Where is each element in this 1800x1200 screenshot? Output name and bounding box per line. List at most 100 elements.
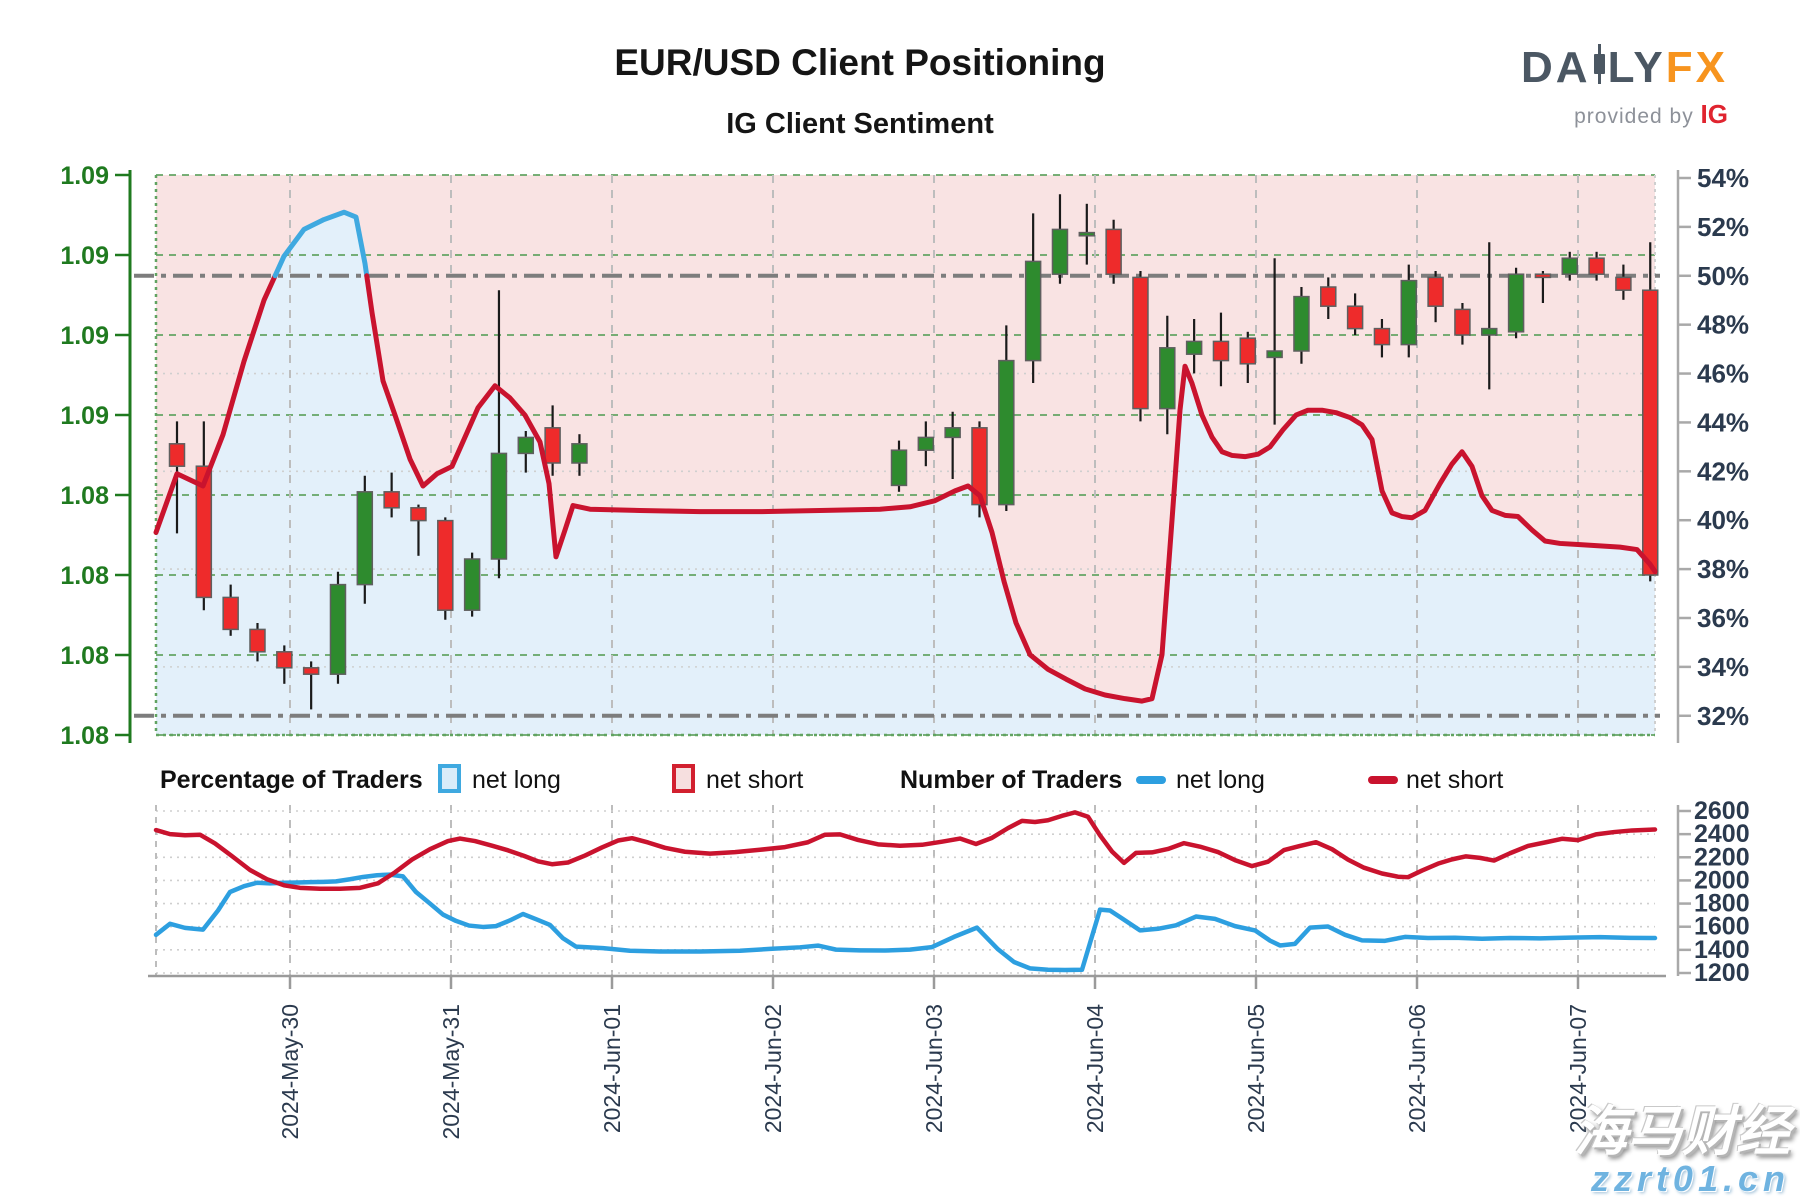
legend-net-short-count: net short	[1406, 766, 1504, 794]
price-axis-label: 1.08	[60, 642, 109, 670]
candlestick-icon	[1593, 44, 1606, 92]
logo-text-fx: FX	[1665, 43, 1728, 92]
candlestick-up	[571, 443, 588, 464]
watermark-url: zzrt01.cn	[1590, 1158, 1790, 1200]
x-axis-date-label: 2024-May-30	[277, 1004, 303, 1140]
candlestick-down	[1427, 276, 1444, 307]
candlestick-up	[517, 436, 535, 455]
percent-axis-label: 54%	[1697, 163, 1749, 193]
dailyfx-logo: DA LYFX provided by IG	[1521, 44, 1728, 127]
net-short-box-swatch	[672, 764, 695, 793]
x-axis-date-label: 2024-Jun-06	[1404, 1004, 1430, 1133]
candlestick-up	[944, 427, 961, 439]
net-short-line-swatch	[1368, 776, 1398, 784]
candlestick-up	[998, 359, 1015, 506]
percent-axis-label: 38%	[1697, 554, 1749, 584]
count-axis-label: 2400	[1694, 820, 1750, 848]
percent-axis-label: 46%	[1697, 359, 1749, 389]
candlestick-down	[1105, 228, 1122, 275]
watermark-chinese: 海马财经	[1574, 1101, 1790, 1162]
count-axis-label: 1600	[1694, 913, 1750, 941]
candlestick-up	[463, 558, 481, 611]
candlestick-down	[1454, 308, 1471, 336]
candlestick-down	[1615, 276, 1632, 291]
price-axis-label: 1.09	[60, 402, 109, 430]
candlestick-down	[437, 519, 454, 611]
count-axis-label: 1400	[1694, 936, 1750, 964]
percent-axis-label: 40%	[1697, 505, 1749, 535]
candlestick-down	[249, 628, 266, 653]
logo-provided-by: provided by IG	[1521, 101, 1728, 127]
sentiment-line-segment	[153, 273, 278, 535]
percent-axis-label: 32%	[1697, 701, 1749, 731]
legend-net-long-pct: net long	[472, 766, 561, 794]
count-axis-label: 2000	[1694, 866, 1750, 894]
candlestick-down	[302, 667, 320, 675]
percent-axis-label: 44%	[1697, 407, 1749, 437]
candlestick-up	[1507, 273, 1525, 333]
count-axis-label: 1200	[1694, 959, 1750, 987]
candlestick-up	[1051, 228, 1069, 275]
count-axis-label: 2600	[1694, 797, 1750, 825]
x-axis-date-label: 2024-Jun-05	[1243, 1004, 1269, 1133]
candlestick-up	[1078, 231, 1096, 237]
logo-text-ly: LY	[1607, 43, 1666, 92]
chart-subtitle: IG Client Sentiment	[726, 108, 994, 140]
candlestick-down	[168, 443, 186, 467]
candlestick-down	[1239, 337, 1257, 365]
net-short-count-line	[153, 810, 1658, 892]
x-axis-date-label: 2024-Jun-07	[1565, 1004, 1591, 1133]
x-axis-date-label: 2024-Jun-04	[1082, 1004, 1108, 1133]
candlestick-down	[1132, 276, 1149, 410]
net-long-area-fill	[156, 212, 1655, 735]
candlestick-up	[490, 452, 508, 560]
price-axis-label: 1.09	[60, 242, 109, 270]
price-axis-label: 1.09	[60, 162, 109, 190]
count-axis-label: 2200	[1694, 843, 1750, 871]
candlestick-down	[1534, 273, 1552, 279]
price-axis-label: 1.08	[60, 562, 109, 590]
candlestick-up	[1561, 257, 1578, 275]
candlestick-down	[410, 507, 427, 522]
percent-axis-label: 42%	[1697, 456, 1749, 486]
candlestick-up	[1266, 350, 1283, 359]
ig-logo: IG	[1700, 99, 1728, 129]
x-axis-date-label: 2024-Jun-03	[921, 1004, 947, 1133]
net-short-area-fill	[156, 175, 1655, 702]
candlestick-down	[195, 465, 213, 599]
legend: Percentage of Traders net long net short…	[0, 760, 1800, 800]
percent-axis-label: 34%	[1697, 652, 1749, 682]
price-axis-label: 1.09	[60, 322, 109, 350]
legend-net-short-pct: net short	[706, 766, 804, 794]
legend-net-long-count: net long	[1176, 766, 1265, 794]
sentiment-line-segment	[272, 209, 370, 279]
price-axis-label: 1.08	[60, 482, 109, 510]
candlestick-down	[1320, 286, 1337, 307]
sentiment-line-segment	[364, 273, 1658, 704]
candlestick-up	[1024, 260, 1042, 362]
percent-axis-label: 48%	[1697, 310, 1749, 340]
price-axis-label: 1.08	[60, 722, 109, 750]
dailyfx-wordmark: DA LYFX	[1521, 44, 1728, 92]
logo-text-da: DA	[1521, 43, 1591, 92]
candlestick-up	[1159, 347, 1176, 410]
candlestick-up	[1481, 327, 1498, 336]
x-axis-date-label: 2024-Jun-01	[599, 1004, 625, 1133]
page-title: EUR/USD Client Positioning	[614, 42, 1106, 83]
net-long-box-swatch	[438, 764, 461, 793]
candlestick-down	[276, 651, 293, 669]
x-axis-date-label: 2024-May-31	[438, 1004, 464, 1140]
candlestick-down	[544, 427, 561, 464]
candlestick-up	[1400, 279, 1418, 346]
candlestick-up	[1293, 295, 1310, 352]
candlestick-down	[383, 491, 400, 509]
x-axis-date-label: 2024-Jun-02	[760, 1004, 786, 1133]
candlestick-down	[222, 596, 239, 631]
candlestick-down	[1641, 289, 1659, 576]
percent-axis-label: 50%	[1697, 261, 1749, 291]
candlestick-down	[1212, 340, 1230, 362]
percent-axis-label: 52%	[1697, 212, 1749, 242]
watermark: 海马财经 zzrt01.cn	[1574, 1101, 1790, 1200]
